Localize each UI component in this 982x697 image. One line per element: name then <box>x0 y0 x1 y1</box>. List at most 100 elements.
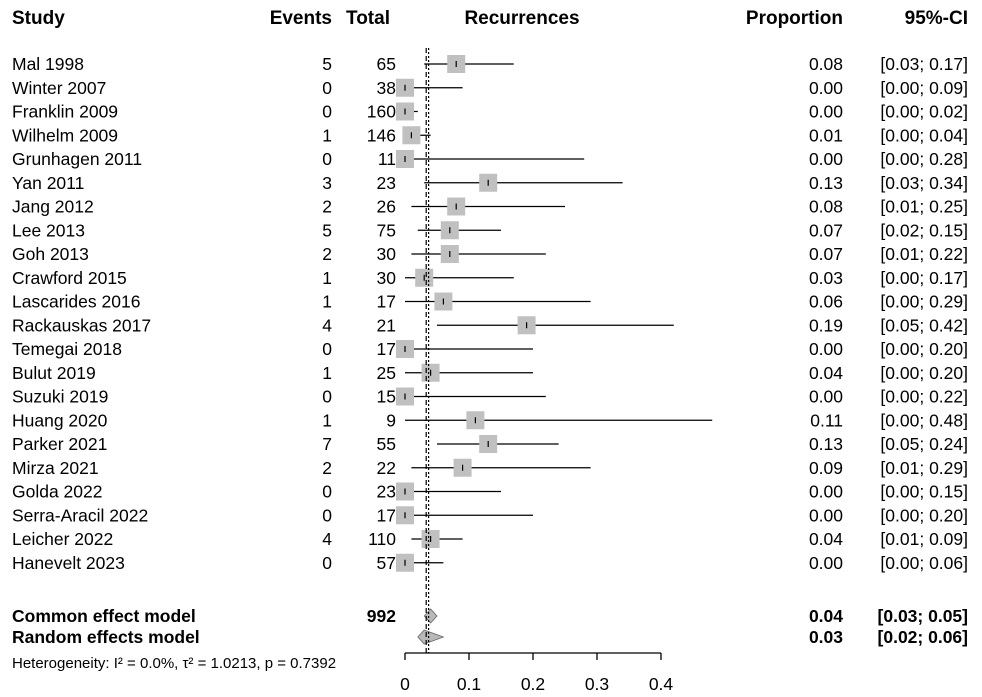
study-proportion: 0.08 <box>809 54 843 74</box>
study-ci: [0.01; 0.29] <box>880 458 968 478</box>
study-row: Mirza 2021 2 22 0.09 [0.01; 0.29] <box>12 458 968 478</box>
study-ci: [0.00; 0.04] <box>880 125 968 145</box>
study-name: Jang 2012 <box>12 197 94 217</box>
study-events: 0 <box>322 78 332 98</box>
study-total: 17 <box>377 505 396 525</box>
study-proportion: 0.07 <box>809 220 843 240</box>
study-total: 75 <box>377 220 396 240</box>
x-tick-label: 0.4 <box>649 674 674 694</box>
study-proportion: 0.03 <box>809 268 843 288</box>
study-ci: [0.02; 0.15] <box>880 220 968 240</box>
study-name: Lee 2013 <box>12 220 85 240</box>
study-total: 17 <box>377 292 396 312</box>
study-events: 4 <box>322 529 332 549</box>
study-proportion: 0.13 <box>809 434 843 454</box>
x-tick-label: 0 <box>400 674 410 694</box>
study-proportion: 0.06 <box>809 292 843 312</box>
study-total: 23 <box>377 482 396 502</box>
study-events: 2 <box>322 244 332 264</box>
study-proportion: 0.07 <box>809 244 843 264</box>
study-total: 9 <box>386 410 396 430</box>
heterogeneity-text: Heterogeneity: I² = 0.0%, τ² = 1.0213, p… <box>12 655 336 672</box>
study-row: Leicher 2022 4 110 0.04 [0.01; 0.09] <box>12 529 968 549</box>
study-name: Wilhelm 2009 <box>12 125 118 145</box>
study-ci: [0.00; 0.29] <box>880 292 968 312</box>
study-total: 22 <box>377 458 396 478</box>
study-name: Serra-Aracil 2022 <box>12 505 148 525</box>
study-total: 146 <box>367 125 396 145</box>
study-events: 5 <box>322 220 332 240</box>
study-proportion: 0.00 <box>809 387 843 407</box>
study-total: 15 <box>377 387 396 407</box>
study-events: 2 <box>322 197 332 217</box>
study-proportion: 0.11 <box>810 410 843 430</box>
study-ci: [0.01; 0.25] <box>880 197 968 217</box>
study-ci: [0.00; 0.48] <box>880 410 968 430</box>
header-proportion: Proportion <box>746 8 843 29</box>
study-events: 1 <box>322 268 332 288</box>
study-total: 65 <box>377 54 396 74</box>
random-effects-ci: [0.02; 0.06] <box>878 627 968 647</box>
study-row: Temegai 2018 0 17 0.00 [0.00; 0.20] <box>12 339 968 359</box>
header-study: Study <box>12 8 65 29</box>
study-total: 30 <box>377 268 397 288</box>
study-proportion: 0.00 <box>809 102 843 122</box>
study-ci: [0.01; 0.22] <box>880 244 968 264</box>
study-total: 57 <box>377 553 396 573</box>
study-row: Rackauskas 2017 4 21 0.19 [0.05; 0.42] <box>12 315 968 335</box>
study-events: 0 <box>322 149 332 169</box>
header-ci: 95%-CI <box>905 8 968 29</box>
study-row: Mal 1998 5 65 0.08 [0.03; 0.17] <box>12 54 968 74</box>
study-row: Suzuki 2019 0 15 0.00 [0.00; 0.22] <box>12 387 968 407</box>
study-total: 30 <box>377 244 397 264</box>
summary-rows: Common effect model 992 0.04 [0.03; 0.05]Ra… <box>12 606 968 647</box>
study-proportion: 0.01 <box>809 125 843 145</box>
study-row: Franklin 2009 0 160 0.00 [0.00; 0.02] <box>12 102 968 122</box>
study-name: Rackauskas 2017 <box>12 315 151 335</box>
study-name: Parker 2021 <box>12 434 107 454</box>
study-ci: [0.01; 0.09] <box>880 529 968 549</box>
study-name: Lascarides 2016 <box>12 292 140 312</box>
study-events: 0 <box>322 387 332 407</box>
study-total: 110 <box>368 529 396 549</box>
study-ci: [0.00; 0.17] <box>880 268 968 288</box>
random-effects-row: Random effects model 0.03 [0.02; 0.06] <box>12 627 968 647</box>
study-row: Lascarides 2016 1 17 0.06 [0.00; 0.29] <box>12 292 968 312</box>
study-proportion: 0.19 <box>809 315 843 335</box>
study-total: 23 <box>377 173 396 193</box>
study-name: Crawford 2015 <box>12 268 127 288</box>
header-recurrences: Recurrences <box>464 8 579 29</box>
study-name: Franklin 2009 <box>12 102 118 122</box>
study-row: Winter 2007 0 38 0.00 [0.00; 0.09] <box>12 78 968 98</box>
study-row: Hanevelt 2023 0 57 0.00 [0.00; 0.06] <box>12 553 968 573</box>
study-ci: [0.05; 0.42] <box>880 315 968 335</box>
study-name: Goh 2013 <box>12 244 89 264</box>
study-ci: [0.00; 0.02] <box>880 102 968 122</box>
study-total: 17 <box>377 339 396 359</box>
study-row: Bulut 2019 1 25 0.04 [0.00; 0.20] <box>12 363 968 383</box>
common-effect-label: Common effect model <box>12 606 196 626</box>
study-proportion: 0.00 <box>809 482 843 502</box>
study-ci: [0.00; 0.09] <box>880 78 968 98</box>
study-row: Goh 2013 2 30 0.07 [0.01; 0.22] <box>12 244 968 264</box>
study-proportion: 0.00 <box>809 149 843 169</box>
study-name: Huang 2020 <box>12 410 108 430</box>
common-effect-ci: [0.03; 0.05] <box>878 606 968 626</box>
study-name: Leicher 2022 <box>12 529 113 549</box>
study-ci: [0.03; 0.17] <box>880 54 968 74</box>
study-name: Suzuki 2019 <box>12 387 108 407</box>
study-proportion: 0.04 <box>809 529 843 549</box>
study-rows: Mal 1998 5 65 0.08 [0.03; 0.17] Winter 2007 0 3… <box>12 54 968 573</box>
study-events: 1 <box>322 125 332 145</box>
random-effects-proportion: 0.03 <box>809 627 843 647</box>
study-events: 0 <box>322 339 332 359</box>
study-events: 1 <box>322 363 332 383</box>
study-name: Hanevelt 2023 <box>12 553 125 573</box>
study-row: Yan 2011 3 23 0.13 [0.03; 0.34] <box>12 173 968 193</box>
study-row: Lee 2013 5 75 0.07 [0.02; 0.15] <box>12 220 968 240</box>
study-total: 160 <box>367 102 396 122</box>
study-row: Wilhelm 2009 1 146 0.01 [0.00; 0.04] <box>12 125 968 145</box>
study-total: 25 <box>377 363 396 383</box>
study-total: 38 <box>377 78 396 98</box>
study-events: 0 <box>322 102 332 122</box>
